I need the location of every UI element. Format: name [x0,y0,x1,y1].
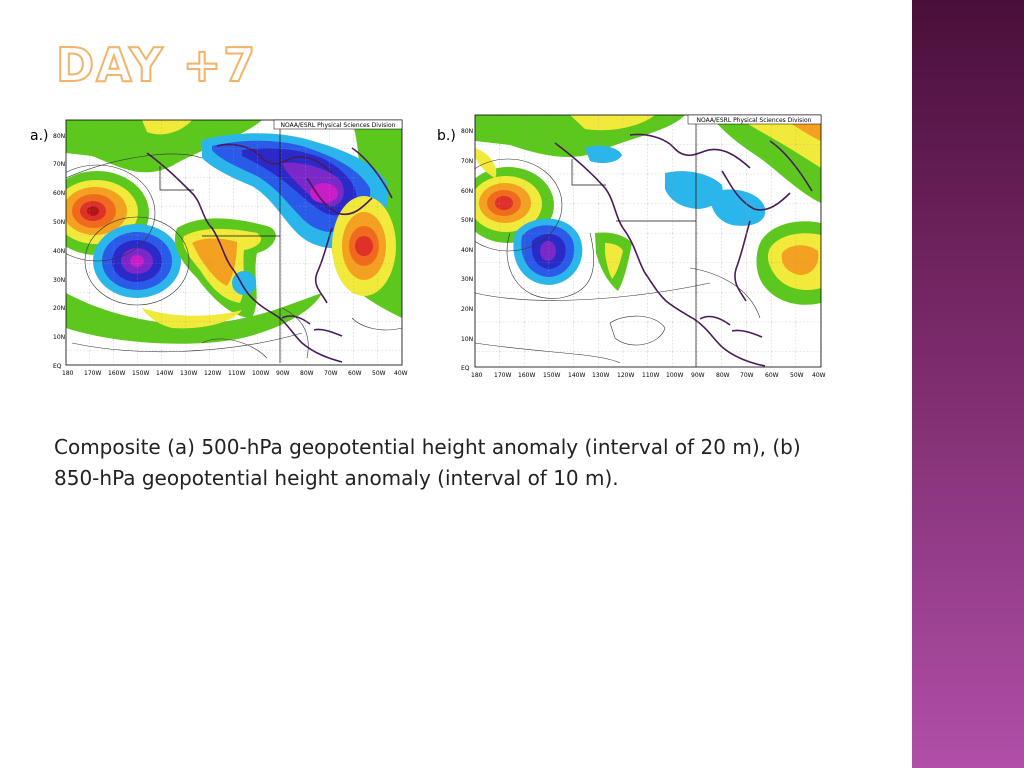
lon-tick: 80W [300,370,314,377]
lon-tick: 170W [494,372,511,379]
lon-tick: 40W [812,372,826,379]
lon-tick: 70W [740,372,754,379]
lat-tick: 50N [53,219,65,226]
lon-tick: 60W [765,372,779,379]
lon-tick: 180 [471,372,483,379]
lon-tick: 120W [617,372,634,379]
lon-tick: 80W [716,372,730,379]
map-panel-b: NOAA/ESRL Physical Sciences Division 80N… [460,113,832,380]
map-panel-a: NOAA/ESRL Physical Sciences Division 80N… [52,118,414,380]
map-a-svg: NOAA/ESRL Physical Sciences Division 80N… [53,119,408,377]
lon-tick: 40W [394,370,408,377]
credit-box-a [273,119,403,130]
lat-tick: 80N [53,133,65,140]
lon-tick: 90W [276,370,290,377]
lon-tick: 140W [568,372,585,379]
credit-text-b: NOAA/ESRL Physical Sciences Division [697,117,812,124]
lon-tick: 150W [543,372,560,379]
slide-title: DAY +7 [55,37,258,93]
lat-tick: EQ [461,365,470,372]
lat-tick: 20N [53,305,65,312]
lat-tick: 10N [461,336,473,343]
lon-tick: 90W [691,372,705,379]
lat-tick: 20N [461,306,473,313]
lat-tick: 70N [461,158,473,165]
lat-tick: 40N [461,247,473,254]
lon-tick: 130W [592,372,609,379]
lon-tick: 110W [642,372,659,379]
lat-ticks-a: 80N 70N 60N 50N 40N 30N 20N 10N EQ [53,133,65,370]
credit-text-a: NOAA/ESRL Physical Sciences Division [281,122,396,129]
credit-box-b [687,114,822,125]
lon-tick: 150W [132,370,149,377]
lat-tick: 60N [461,188,473,195]
lat-tick: 30N [53,277,65,284]
lon-tick: 160W [108,370,125,377]
lon-tick: 170W [84,370,101,377]
lat-tick: 80N [461,128,473,135]
lon-tick: 140W [156,370,173,377]
lon-tick: 50W [790,372,804,379]
lat-tick: 10N [53,334,65,341]
lon-tick: 50W [372,370,386,377]
lon-tick: 70W [324,370,338,377]
decorative-side-band [912,0,1024,768]
lon-tick: 110W [228,370,245,377]
lon-ticks-b: 180 170W 160W 150W 140W 130W 120W 110W 1… [471,372,826,379]
lat-ticks-b: 80N 70N 60N 50N 40N 30N 20N 10N EQ [461,128,473,372]
map-b-svg: NOAA/ESRL Physical Sciences Division 80N… [461,114,826,379]
contour-fill-b [475,115,821,367]
panel-a-label: a.) [30,128,49,144]
lon-tick: 120W [204,370,221,377]
lat-tick: 40N [53,248,65,255]
lon-tick: 180 [62,370,74,377]
lat-tick: 70N [53,161,65,168]
lon-ticks-a: 180 170W 160W 150W 140W 130W 120W 110W 1… [62,370,408,377]
lat-tick: EQ [53,363,62,370]
lon-tick: 100W [252,370,269,377]
lat-tick: 50N [461,217,473,224]
figure-caption: Composite (a) 500-hPa geopotential heigh… [54,435,801,490]
lon-tick: 60W [348,370,362,377]
lon-tick: 160W [518,372,535,379]
lon-tick: 130W [180,370,197,377]
panel-b-label: b.) [437,128,456,144]
lat-tick: 30N [461,276,473,283]
contour-fill-a [66,120,402,365]
lat-tick: 60N [53,190,65,197]
lon-tick: 100W [666,372,683,379]
